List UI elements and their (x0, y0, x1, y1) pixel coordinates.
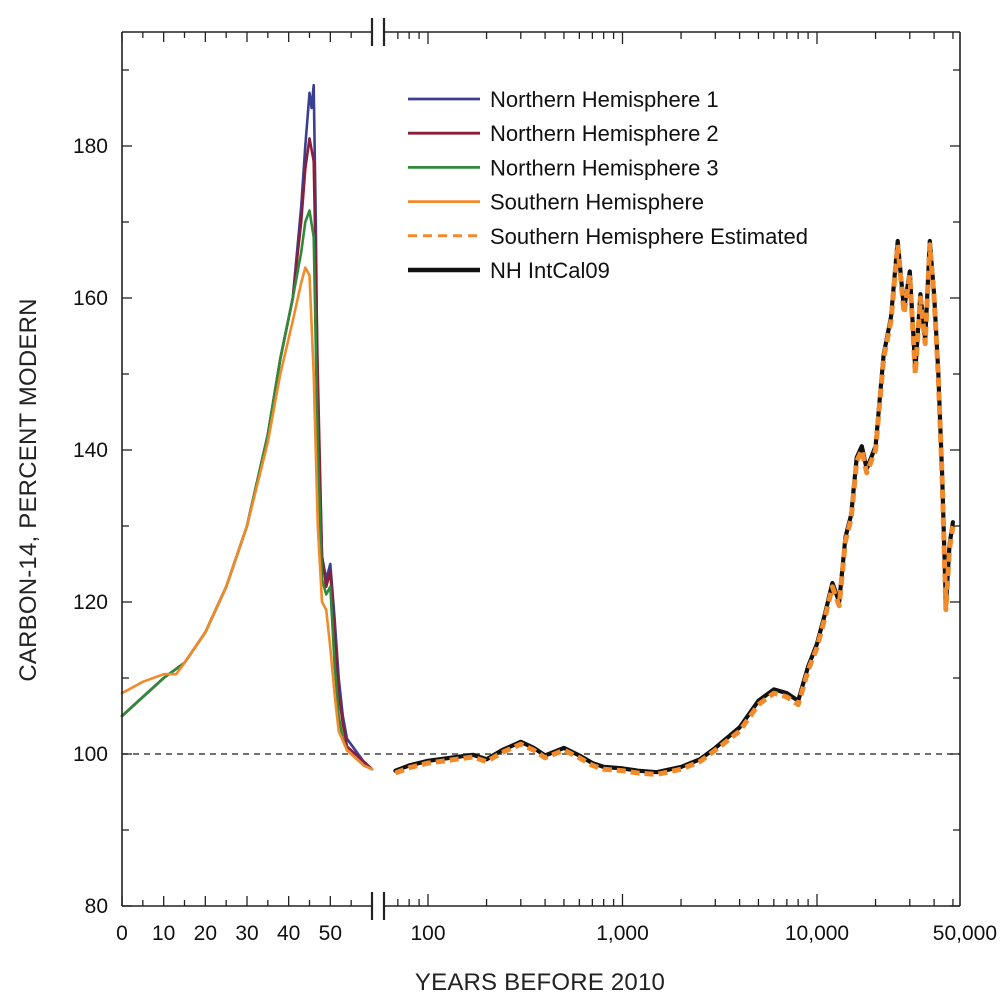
series-line-southern-hemisphere-estimated (394, 242, 956, 777)
x-tick-label: 1,000 (596, 922, 649, 945)
legend-label: Northern Hemisphere 1 (490, 87, 719, 112)
y-tick-label: 140 (73, 439, 108, 462)
x-tick-label: 50,000 (933, 922, 997, 945)
y-axis-title: CARBON-14, PERCENT MODERN (15, 298, 42, 681)
y-tick-label: 180 (73, 135, 108, 158)
legend-label: Southern Hemisphere (490, 190, 704, 215)
legend-label: Northern Hemisphere 3 (490, 155, 719, 180)
x-tick-label: 10 (152, 922, 175, 945)
x-tick-label: 0 (116, 922, 128, 945)
x-tick-label: 20 (194, 922, 217, 945)
legend-label: Southern Hemisphere Estimated (490, 224, 808, 249)
legend: Northern Hemisphere 1 Northern Hemisphere… (408, 87, 808, 283)
y-tick-label: 160 (73, 287, 108, 310)
axes-layer: 80 100 120 140 160 180 0 10 20 30 40 50 100 1,000 10,0… (73, 18, 997, 945)
x-tick-label: 100 (410, 922, 445, 945)
series-layer (120, 83, 956, 777)
legend-label: NH IntCal09 (490, 258, 610, 283)
y-tick-label: 80 (85, 895, 108, 918)
series-line-southern-hemisphere (120, 266, 374, 771)
x-tick-label: 30 (235, 922, 258, 945)
y-tick-label: 120 (73, 591, 108, 614)
x-tick-label: 40 (277, 922, 300, 945)
series-line-nh-intcal09 (393, 238, 956, 775)
x-axis-title: YEARS BEFORE 2010 (415, 969, 665, 996)
x-tick-label: 50 (319, 922, 342, 945)
x-tick-label: 10,000 (785, 922, 849, 945)
y-tick-label: 100 (73, 743, 108, 766)
legend-label: Northern Hemisphere 2 (490, 121, 719, 146)
